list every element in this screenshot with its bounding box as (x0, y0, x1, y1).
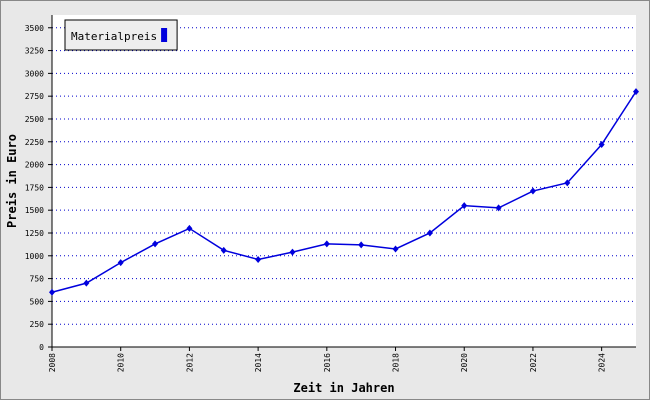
marker (392, 245, 399, 253)
marker (255, 255, 262, 263)
x-tick-label: 2014 (254, 353, 263, 372)
y-tick-label: 3500 (25, 24, 44, 33)
y-tick-label: 2000 (25, 161, 44, 170)
y-tick-label: 2500 (25, 115, 44, 124)
marker (495, 204, 502, 212)
y-tick-label: 1750 (25, 183, 44, 192)
marker (49, 288, 55, 296)
marker (323, 240, 330, 248)
x-tick-label: 2016 (323, 353, 332, 372)
x-tick-label: 2010 (117, 353, 126, 372)
marker (461, 202, 468, 210)
marker (186, 224, 193, 232)
y-tick-label: 0 (39, 343, 44, 352)
marker (426, 229, 433, 237)
marker (529, 187, 536, 195)
x-tick-label: 2020 (460, 353, 469, 372)
legend-box (64, 19, 178, 51)
x-tick-label: 2022 (529, 353, 538, 372)
y-tick-label: 3250 (25, 47, 44, 56)
marker (117, 259, 124, 267)
y-tick-label: 1500 (25, 206, 44, 215)
y-tick-label: 1000 (25, 252, 44, 261)
line (51, 91, 637, 293)
y-tick-label: 2250 (25, 138, 44, 147)
y-tick-label: 250 (30, 320, 45, 329)
marker (358, 241, 365, 249)
x-tick-label: 2024 (598, 353, 607, 372)
legend-swatch (161, 28, 168, 42)
plot-area (52, 15, 636, 347)
legend-label: Materialpreis (71, 30, 157, 43)
y-tick-label: 750 (30, 275, 45, 284)
x-axis-label: Zeit in Jahren (293, 381, 394, 395)
legend: Materialpreis (64, 19, 178, 51)
y-tick-label: 1250 (25, 229, 44, 238)
marker (564, 179, 571, 187)
marker (83, 279, 90, 287)
marker (633, 88, 639, 96)
marker (220, 246, 227, 254)
x-tick-label: 2008 (48, 353, 57, 372)
marker (289, 248, 296, 256)
x-tick-label: 2018 (392, 353, 401, 372)
y-tick-label: 500 (30, 297, 45, 306)
marker (598, 141, 605, 149)
x-tick-label: 2012 (185, 353, 194, 372)
marker (152, 240, 159, 248)
y-axis-label: Preis in Euro (5, 134, 19, 228)
y-tick-label: 3000 (25, 69, 44, 78)
y-tick-label: 2750 (25, 92, 44, 101)
